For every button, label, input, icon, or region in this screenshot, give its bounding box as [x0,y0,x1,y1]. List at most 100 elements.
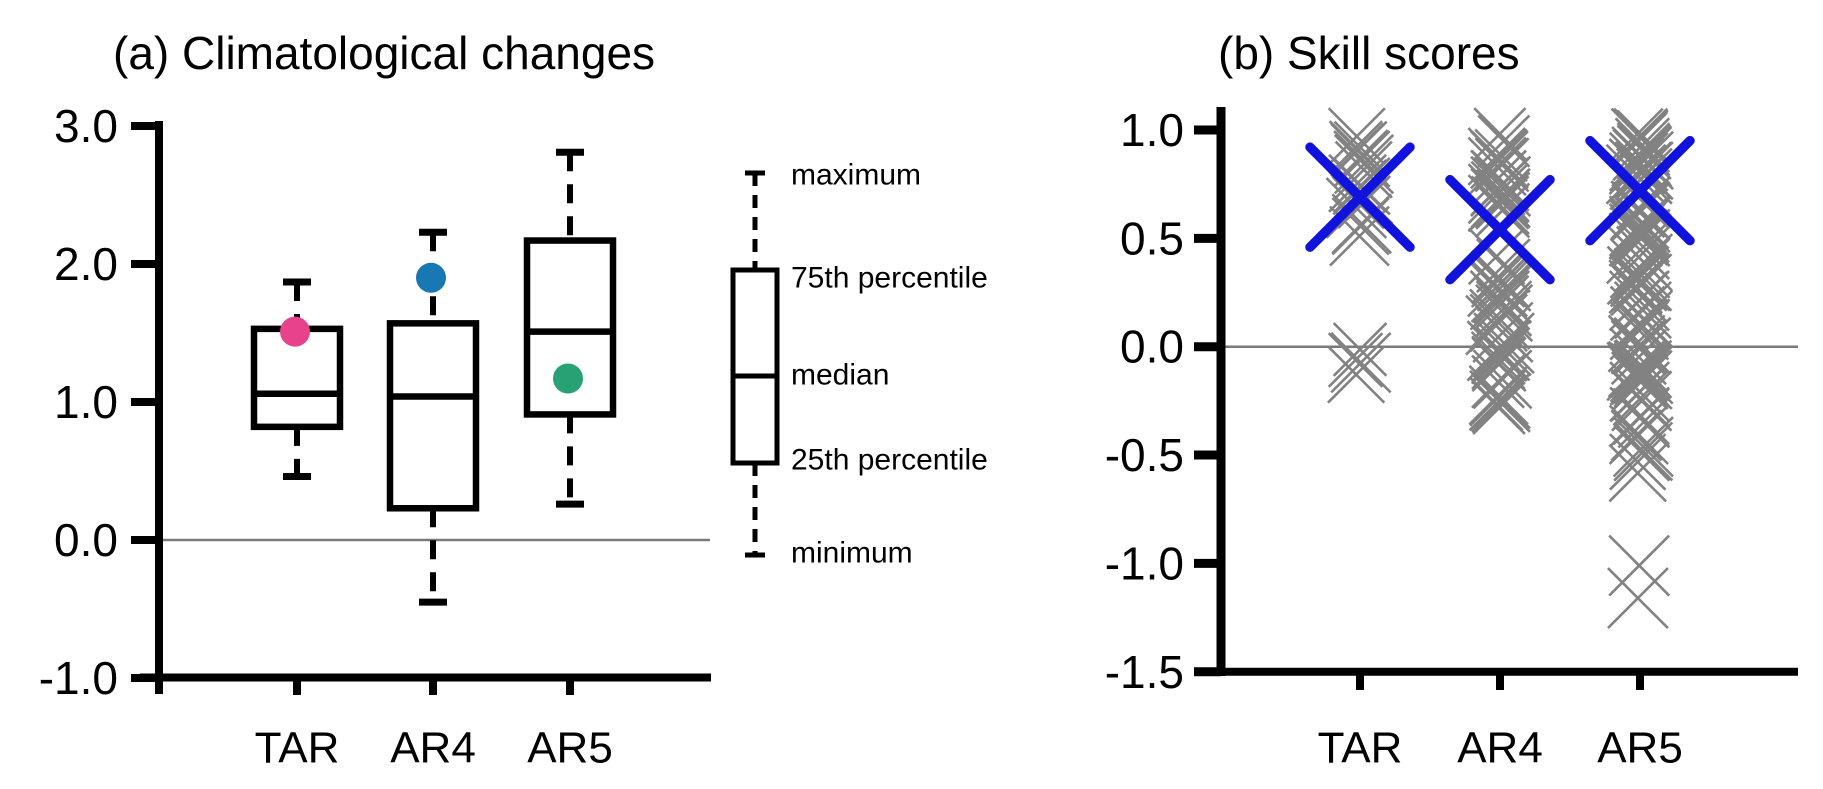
x-stroke [1328,120,1384,175]
model-x-mark [1609,361,1671,423]
x-stroke [1467,227,1526,286]
model-x-mark [1609,433,1667,491]
x-stroke [1475,283,1534,343]
model-x-mark [1328,120,1384,175]
x-stroke [1476,256,1532,312]
x-stroke [1615,225,1671,280]
x-stroke [1616,209,1671,264]
y-tick-label: 2.0 [54,238,118,290]
x-stroke [1612,387,1670,446]
x-stroke [1471,354,1526,409]
model-x-mark [1608,443,1668,503]
x-stroke [1468,364,1529,426]
x-stroke [1615,298,1671,354]
panel-b-skill-scores: 1.0 0.5 0.0 -0.5 -1.0 -1.5 TAR AR4 AR5 [1105,104,1798,773]
pink-dot [280,316,310,347]
model-x-mark [1333,120,1388,175]
ensemble-mean-x-TAR [1305,142,1415,252]
model-x-mark-outlier [1606,567,1669,629]
x-stroke [1467,127,1527,186]
x-stroke [1616,122,1671,177]
model-x-mark [1608,270,1670,332]
x-stroke [1608,534,1671,597]
y-tick-label: 1.0 [1120,104,1184,156]
x-stroke [1616,124,1672,180]
legend-label-75th-percentile: 75th percentile [791,262,988,295]
legend-label-median: median [791,359,889,392]
y-tick-label: 3.0 [54,100,118,152]
x-stroke [1612,108,1668,164]
x-category-label-AR5: AR5 [1597,724,1683,773]
x-stroke [1327,332,1384,388]
box-plot-AR4 [386,228,480,606]
x-category-label-TAR: TAR [255,724,340,773]
x-stroke [1474,182,1531,239]
x-stroke [1472,381,1526,435]
y-tick-label: 0.0 [1120,321,1184,373]
y-tick-label: -1.5 [1105,646,1184,698]
panel-b-title: (b) Skill scores [1218,27,1520,79]
x-stroke [1325,177,1388,239]
x-stroke [1609,433,1667,491]
x-stroke [1470,149,1527,207]
model-skill-marks-TAR [1325,107,1395,404]
model-x-mark [1472,381,1526,435]
green-dot [553,363,583,394]
model-x-mark [1474,274,1530,330]
model-x-mark [1471,354,1526,409]
panel-a-title: (a) Climatological changes [113,27,655,79]
x-stroke [1469,293,1529,353]
model-x-mark [1470,253,1526,308]
x-stroke [1473,107,1527,161]
y-tick-label: -1.0 [1105,537,1184,589]
model-x-mark [1327,345,1386,404]
x-stroke [1327,345,1386,404]
model-x-mark [1615,298,1671,354]
model-x-mark [1332,322,1388,377]
x-stroke [1585,135,1695,246]
x-category-label-AR4: AR4 [390,724,476,773]
x-stroke [1613,421,1674,482]
x-stroke [1612,416,1674,478]
x-stroke [1470,253,1526,308]
x-category-label-TAR: TAR [1318,724,1403,773]
x-stroke [1609,361,1671,423]
x-stroke [1614,141,1674,201]
x-category-label-AR5: AR5 [527,724,613,773]
x-stroke [1305,142,1415,252]
x-stroke [1474,128,1528,183]
x-stroke [1473,372,1531,430]
model-x-mark [1474,182,1531,239]
model-x-mark [1611,297,1668,355]
ensemble-mean-x-AR5 [1585,135,1695,246]
model-x-mark [1476,256,1532,312]
model-x-mark [1474,137,1530,193]
model-x-mark-outlier [1608,534,1671,597]
legend-iqr-box [730,267,780,466]
model-x-mark [1612,416,1674,478]
y-tick-label: -1.0 [39,652,118,704]
x-stroke [1475,280,1533,337]
x-stroke [1608,131,1669,192]
x-stroke [1332,157,1391,216]
x-stroke [1612,354,1669,410]
legend-label-minimum: minimum [791,537,913,570]
x-stroke [1445,174,1555,285]
x-stroke [1611,297,1668,355]
x-stroke [1608,443,1668,503]
x-stroke [1477,114,1531,168]
panel-a-climatological-changes: 3.0 2.0 1.0 0.0 -1.0 TAR AR4 AR5 [39,100,711,773]
model-x-mark [1473,107,1527,161]
iqr-box [523,237,617,418]
x-stroke [1327,107,1386,166]
model-x-mark [1325,177,1388,239]
x-stroke [1466,256,1529,318]
box-plot-TAR [250,278,344,481]
model-x-mark [1477,114,1531,168]
model-x-mark [1327,107,1386,166]
model-x-mark [1330,332,1392,394]
x-stroke [1330,332,1392,394]
model-x-mark [1473,372,1531,430]
